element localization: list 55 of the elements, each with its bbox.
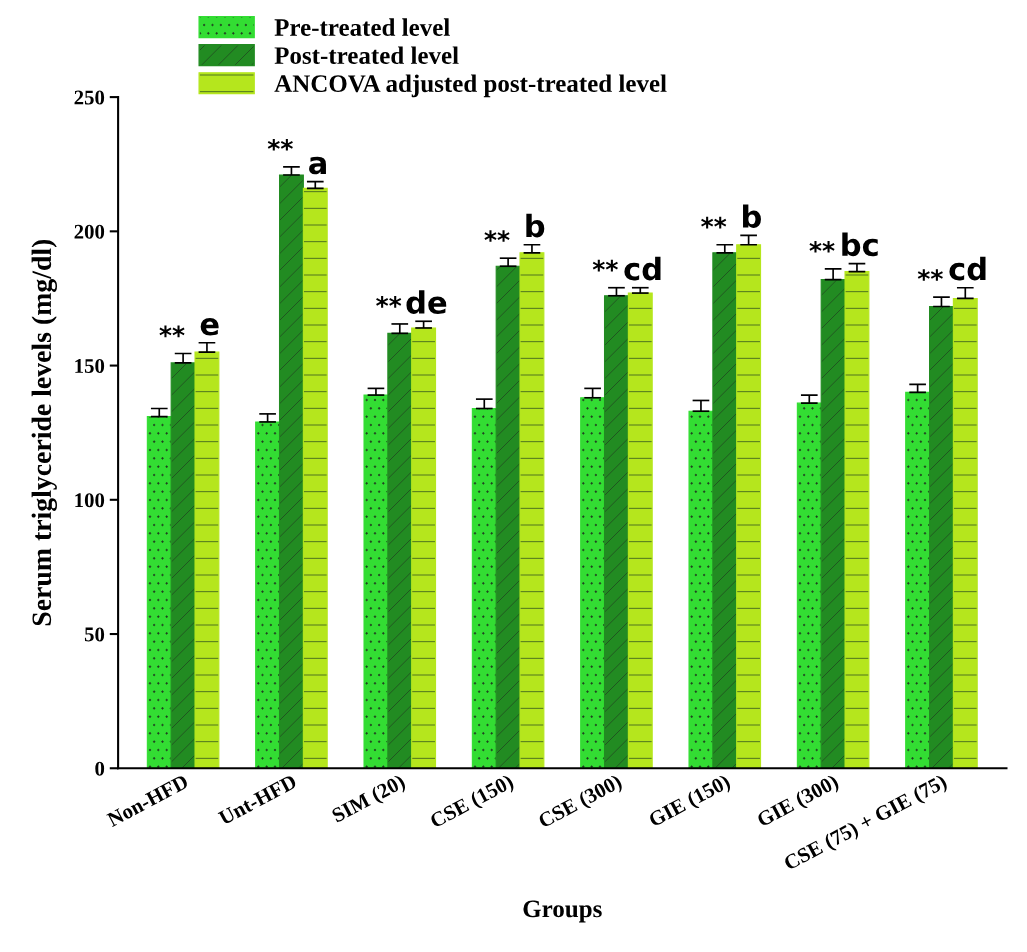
annotation: **: [484, 230, 510, 242]
legend-label: Pre-treated level: [274, 18, 450, 36]
legend-label: Post-treated level: [274, 46, 459, 65]
annotation: **: [159, 325, 185, 338]
annotation: a: [309, 156, 326, 175]
bar: [363, 394, 389, 769]
bar: [905, 391, 931, 769]
y-axis-title: Serum triglyceride levels (mg/dl): [31, 239, 57, 626]
bar: [255, 421, 281, 769]
bar: [844, 271, 870, 769]
annotation: **: [701, 216, 727, 229]
annotation: **: [376, 296, 402, 308]
bar: [712, 252, 738, 769]
y-tick-label: 50: [84, 627, 105, 642]
annotation: **: [809, 241, 835, 253]
annotation: b: [526, 213, 545, 238]
bar: [170, 362, 196, 769]
bar: [820, 279, 846, 769]
y-tick-label: 100: [75, 493, 105, 508]
bar: [688, 410, 714, 769]
bar: [302, 187, 328, 769]
bar: [952, 297, 978, 769]
bar: [411, 327, 437, 769]
y-tick-label: 150: [75, 358, 105, 373]
bar: [627, 292, 653, 769]
bar: [146, 416, 172, 769]
bar: [194, 351, 220, 769]
bar: [928, 305, 954, 769]
y-tick-label: 250: [74, 90, 105, 105]
annotation: cd: [949, 256, 986, 281]
bar: [495, 265, 521, 769]
y-tick-label: 0: [95, 761, 105, 776]
x-tick-label: CSE (150): [428, 773, 517, 832]
y-tick-label: 200: [74, 224, 105, 239]
bar: [736, 244, 762, 769]
bar: [278, 174, 304, 769]
x-tick-label: CSE (300): [537, 773, 625, 832]
x-tick-label: GIE (150): [647, 773, 733, 831]
annotation: bc: [842, 232, 878, 257]
bar: [580, 397, 606, 769]
legend-label: ANCOVA adjusted post-treated level: [274, 74, 667, 98]
annotation: **: [917, 269, 943, 281]
annotation: cd: [624, 256, 661, 281]
annotation: **: [592, 259, 618, 272]
bar: [387, 332, 413, 769]
annotation: e: [200, 317, 219, 336]
bar: [796, 402, 822, 769]
x-tick-label: SIM (20): [330, 773, 408, 827]
bar: [603, 295, 629, 769]
x-axis-title: Groups: [523, 900, 602, 923]
bar: [519, 252, 545, 769]
bar: [471, 407, 497, 769]
annotation: **: [267, 138, 293, 151]
annotation: de: [406, 290, 447, 314]
annotation: b: [743, 204, 761, 229]
